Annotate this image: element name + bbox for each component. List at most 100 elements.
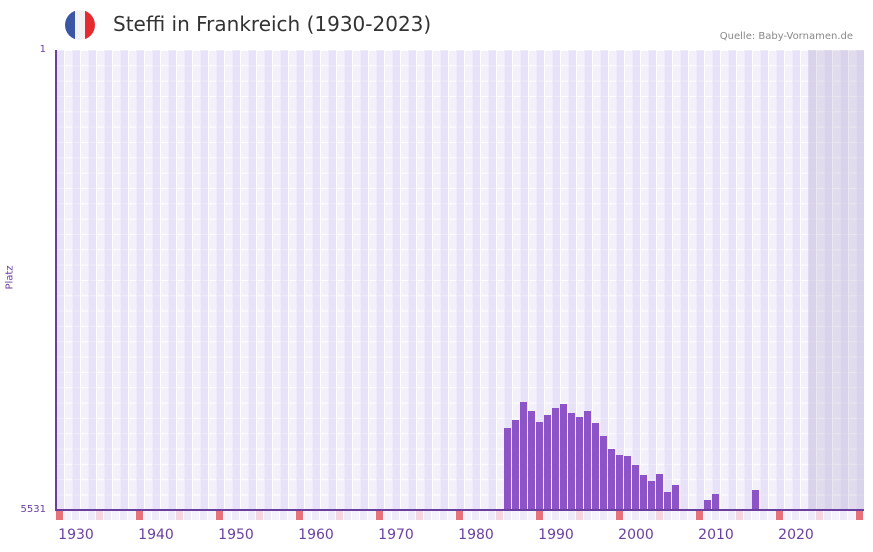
year-marker — [768, 511, 775, 520]
bar-1986[interactable] — [520, 402, 527, 510]
year-marker — [384, 511, 391, 520]
year-marker — [296, 511, 303, 520]
bar-2002[interactable] — [648, 481, 655, 510]
year-marker — [392, 511, 399, 520]
year-marker — [280, 511, 287, 520]
grid-column — [520, 50, 528, 510]
flag-white — [75, 10, 85, 40]
shaded-region — [808, 50, 864, 510]
grid-column — [408, 50, 416, 510]
x-tick-label: 1930 — [58, 527, 94, 543]
grid-column — [296, 50, 304, 510]
bar-1989[interactable] — [544, 415, 551, 510]
year-marker — [856, 511, 863, 520]
grid-column — [856, 50, 864, 510]
grid-column — [456, 50, 464, 510]
bar-2010[interactable] — [712, 494, 719, 510]
y-axis-line — [55, 50, 57, 511]
bar-2009[interactable] — [704, 500, 711, 510]
bar-2001[interactable] — [640, 475, 647, 510]
grid-column — [168, 50, 176, 510]
year-marker — [688, 511, 695, 520]
bar-1985[interactable] — [512, 420, 519, 510]
x-tick-label: 2020 — [778, 527, 814, 543]
bar-1992[interactable] — [568, 413, 575, 510]
bar-2000[interactable] — [632, 465, 639, 510]
year-marker — [312, 511, 319, 520]
grid-column — [760, 50, 768, 510]
bar-1997[interactable] — [608, 449, 615, 510]
year-marker — [552, 511, 559, 520]
year-marker — [832, 511, 839, 520]
bar-1987[interactable] — [528, 411, 535, 510]
bar-1988[interactable] — [536, 422, 543, 510]
grid-column — [104, 50, 112, 510]
year-marker — [472, 511, 479, 520]
bar-1994[interactable] — [584, 411, 591, 510]
grid-column — [664, 50, 672, 510]
year-marker — [760, 511, 767, 520]
year-marker — [568, 511, 575, 520]
grid-column — [552, 50, 560, 510]
x-tick-label: 1990 — [538, 527, 574, 543]
grid-column — [88, 50, 96, 510]
bar-1991[interactable] — [560, 404, 567, 510]
year-marker — [704, 511, 711, 520]
grid-column — [728, 50, 736, 510]
year-marker — [256, 511, 263, 520]
bar-1999[interactable] — [624, 456, 631, 510]
year-marker — [216, 511, 223, 520]
year-marker — [136, 511, 143, 520]
bar-2003[interactable] — [656, 474, 663, 510]
bar-1993[interactable] — [576, 417, 583, 510]
grid-column — [392, 50, 400, 510]
grid-column — [808, 50, 816, 510]
grid-column — [568, 50, 576, 510]
grid-column — [488, 50, 496, 510]
x-tick-label: 1980 — [458, 527, 494, 543]
bar-1990[interactable] — [552, 408, 559, 510]
y-tick-bottom: 5531 — [20, 504, 46, 515]
flag-blue — [65, 10, 75, 40]
year-marker — [496, 511, 503, 520]
year-marker — [808, 511, 815, 520]
year-marker — [344, 511, 351, 520]
year-marker — [232, 511, 239, 520]
grid-column — [200, 50, 208, 510]
bar-1995[interactable] — [592, 423, 599, 510]
bar-2005[interactable] — [672, 485, 679, 510]
bar-1996[interactable] — [600, 436, 607, 510]
x-tick-label: 1960 — [298, 527, 334, 543]
bar-2015[interactable] — [752, 490, 759, 510]
grid-column — [504, 50, 512, 510]
year-marker — [304, 511, 311, 520]
bar-1984[interactable] — [504, 428, 511, 510]
y-tick-top: 1 — [39, 44, 46, 55]
year-marker — [800, 511, 807, 520]
year-marker — [632, 511, 639, 520]
year-marker — [88, 511, 95, 520]
year-marker — [824, 511, 831, 520]
grid-column — [184, 50, 192, 510]
grid-column — [152, 50, 160, 510]
x-tick-label: 1950 — [218, 527, 254, 543]
year-marker — [456, 511, 463, 520]
year-marker — [432, 511, 439, 520]
year-marker — [720, 511, 727, 520]
year-marker — [224, 511, 231, 520]
year-marker — [520, 511, 527, 520]
year-marker — [616, 511, 623, 520]
year-marker — [664, 511, 671, 520]
year-marker — [528, 511, 535, 520]
grid-column — [56, 50, 64, 510]
year-marker — [656, 511, 663, 520]
year-marker — [336, 511, 343, 520]
grid-column — [824, 50, 832, 510]
year-marker — [424, 511, 431, 520]
plot-area — [56, 50, 864, 510]
year-marker — [368, 511, 375, 520]
x-axis-line — [56, 509, 864, 511]
year-marker — [104, 511, 111, 520]
bar-2004[interactable] — [664, 492, 671, 510]
bar-1998[interactable] — [616, 455, 623, 510]
